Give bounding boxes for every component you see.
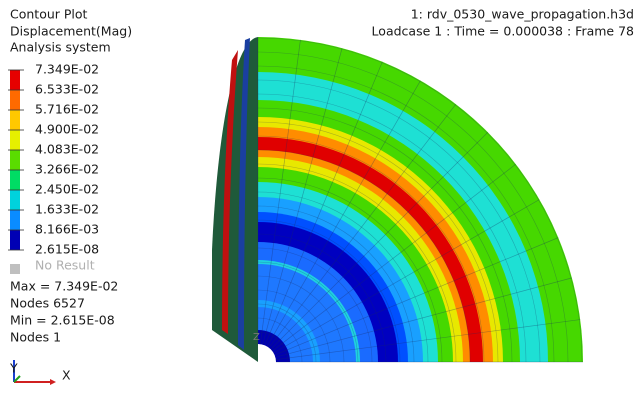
legend-swatch [10, 130, 20, 150]
model [212, 37, 258, 362]
axis-triad: X Y Z [9, 332, 260, 385]
mesh-line [257, 177, 443, 363]
model-side-band [222, 50, 238, 334]
mesh [257, 37, 583, 363]
legend-label: 6.533E-02 [35, 82, 99, 97]
contour-rings [258, 37, 583, 362]
legend-swatch [10, 110, 20, 130]
stat: Nodes 1 [10, 330, 61, 345]
legend-label: 5.716E-02 [35, 102, 99, 117]
legend-swatch [10, 90, 20, 110]
legend-label: 2.450E-02 [35, 182, 99, 197]
mesh-line [257, 107, 513, 363]
legend-label: 8.166E-03 [35, 222, 99, 237]
mesh-line [266, 80, 421, 347]
no-result-swatch [10, 264, 20, 274]
no-result: No Result [35, 258, 95, 273]
mesh-line [257, 149, 471, 363]
mesh-line [257, 121, 499, 363]
x-label: X [62, 368, 71, 383]
mesh-line [257, 247, 373, 363]
file-name: 1: rdv_0530_wave_propagation.h3d [411, 7, 634, 22]
mesh-line [257, 37, 583, 363]
legend-swatch [10, 170, 20, 190]
mesh-line [268, 103, 457, 348]
mesh-line [260, 39, 301, 345]
y-label: Y [9, 361, 18, 376]
mesh-line [257, 331, 289, 363]
mesh-line [257, 219, 401, 363]
mesh-line [275, 319, 581, 360]
result-type: Displacement(Mag) [10, 24, 132, 39]
mesh-line [272, 163, 517, 352]
mesh-line [262, 47, 343, 345]
mesh-line [257, 65, 555, 363]
mesh-line [257, 233, 387, 363]
mesh-line [257, 191, 429, 363]
system: Analysis system [10, 40, 111, 55]
contour-band [258, 344, 276, 362]
mesh-line [257, 135, 485, 363]
mesh-line [274, 237, 559, 356]
mesh-line [257, 289, 331, 363]
mesh-line [257, 79, 541, 363]
legend-swatch [10, 230, 20, 250]
mesh-line [257, 205, 415, 363]
z-label: Z [253, 332, 260, 343]
mesh-line [275, 277, 573, 358]
legend-label: 1.633E-02 [35, 202, 99, 217]
plot-title: Contour Plot [10, 7, 88, 22]
legend-label: 4.083E-02 [35, 142, 99, 157]
legend-swatch [10, 210, 20, 230]
loadcase: Loadcase 1 : Time = 0.000038 : Frame 78 [372, 24, 634, 39]
stat: Min = 2.615E-08 [10, 313, 115, 328]
mesh-line [257, 51, 569, 363]
stat: Nodes 6527 [10, 296, 85, 311]
mesh-line [257, 317, 303, 363]
legend-label: 2.615E-08 [35, 242, 99, 257]
mesh-line [257, 163, 457, 363]
legend-swatch [10, 190, 20, 210]
model-side-band [238, 38, 250, 350]
legend-label: 3.266E-02 [35, 162, 99, 177]
z-axis [13, 375, 21, 383]
mesh-line [273, 199, 540, 354]
mesh-line [257, 303, 317, 363]
legend-label: 4.900E-02 [35, 122, 99, 137]
mesh-line [257, 261, 359, 363]
mesh-line [257, 275, 345, 363]
legend: 7.349E-02 6.533E-02 5.716E-02 4.900E-02 4.08… [8, 62, 99, 257]
mesh-line [264, 61, 383, 346]
legend-label: 7.349E-02 [35, 62, 99, 77]
x-arrow [50, 379, 56, 385]
legend-swatch [10, 70, 20, 90]
mesh-line [257, 93, 527, 363]
legend-swatch [10, 150, 20, 170]
mesh-line [270, 131, 489, 350]
stat: Max = 7.349E-02 [10, 279, 118, 294]
